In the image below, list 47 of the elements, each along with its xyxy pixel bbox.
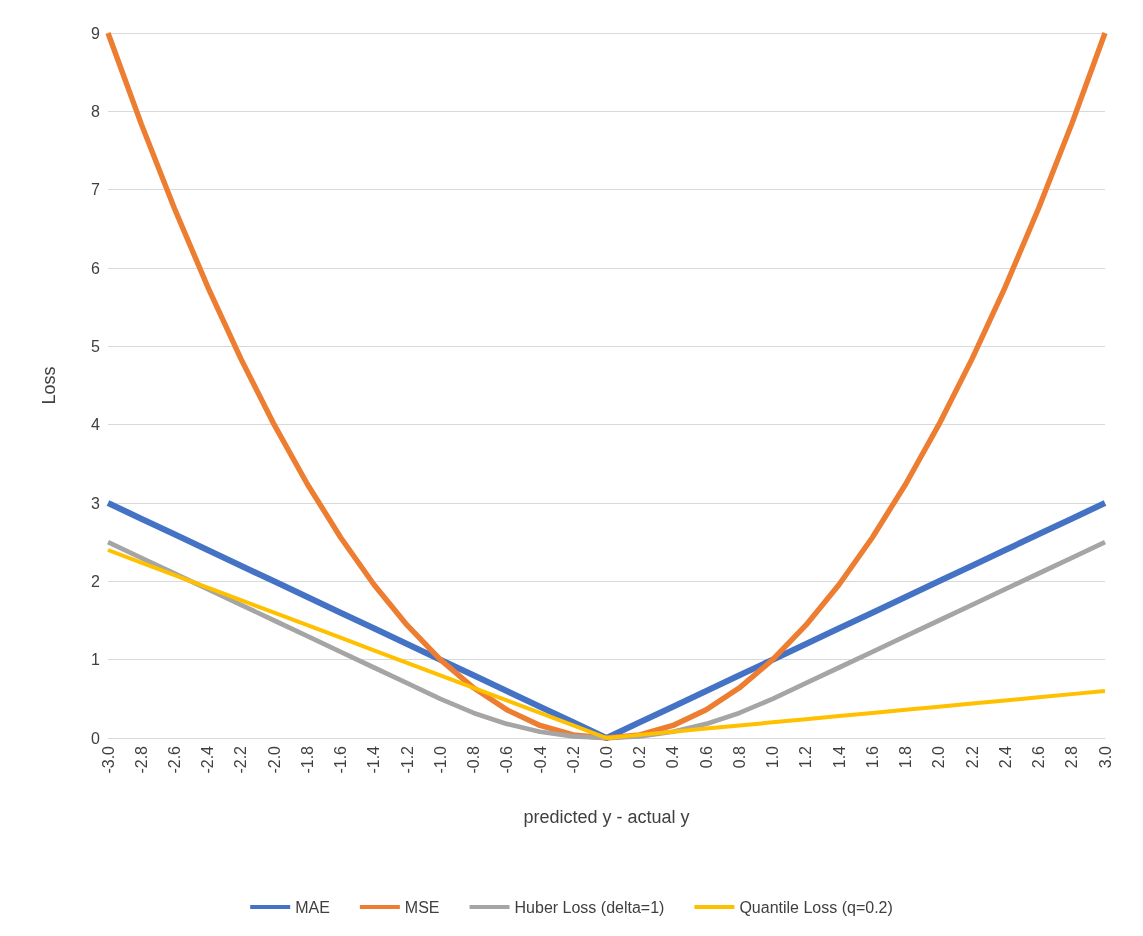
y-tick-label: 2 xyxy=(91,572,101,590)
x-tick-label: -2.8 xyxy=(132,745,150,774)
x-axis-title: predicted y - actual y xyxy=(523,807,690,827)
x-tick-label: 2.2 xyxy=(963,745,981,769)
legend-label: Quantile Loss (q=0.2) xyxy=(739,898,893,916)
x-tick-label: -0.8 xyxy=(465,745,483,774)
y-axis-title: Loss xyxy=(39,366,59,405)
y-tick-label: 0 xyxy=(91,729,101,747)
x-tick-label: 1.8 xyxy=(897,745,915,769)
x-tick-label: -1.8 xyxy=(298,745,316,774)
x-tick-label: 2.8 xyxy=(1063,745,1081,769)
x-tick-label: 2.0 xyxy=(930,745,948,769)
x-tick-label: -1.4 xyxy=(365,745,383,774)
legend-label: MAE xyxy=(295,898,330,916)
y-tick-label: 9 xyxy=(91,24,101,42)
x-tick-label: -0.2 xyxy=(564,745,582,774)
legend-label: MSE xyxy=(404,898,440,916)
legend-label: Huber Loss (delta=1) xyxy=(514,898,665,916)
x-tick-label: 0.4 xyxy=(664,745,682,769)
x-tick-label: 0.2 xyxy=(631,745,649,769)
x-tick-label: -1.2 xyxy=(398,745,416,774)
y-tick-label: 7 xyxy=(91,181,101,199)
x-tick-label: -2.4 xyxy=(199,745,217,774)
x-tick-label: 1.6 xyxy=(863,745,881,769)
y-tick-label: 6 xyxy=(91,259,101,277)
x-tick-label: -2.6 xyxy=(165,745,183,774)
y-tick-label: 4 xyxy=(91,416,101,434)
x-tick-label: -1.0 xyxy=(431,745,449,774)
x-tick-label: 2.4 xyxy=(996,745,1014,769)
y-tick-label: 5 xyxy=(91,337,101,355)
x-tick-label: -0.6 xyxy=(498,745,516,774)
x-tick-label: -0.4 xyxy=(531,745,549,774)
x-tick-label: 0.6 xyxy=(697,745,715,769)
x-tick-label: 0.8 xyxy=(730,745,748,769)
x-tick-label: -3.0 xyxy=(99,745,117,774)
x-tick-label: -1.6 xyxy=(332,745,350,774)
y-tick-label: 8 xyxy=(91,102,101,120)
x-tick-label: 1.2 xyxy=(797,745,815,769)
x-tick-label: 1.4 xyxy=(830,745,848,769)
x-tick-label: 3.0 xyxy=(1096,745,1114,769)
x-tick-label: -2.2 xyxy=(232,745,250,774)
x-tick-label: 1.0 xyxy=(764,745,782,769)
x-tick-label: 0.0 xyxy=(598,745,615,769)
y-tick-label: 3 xyxy=(91,494,101,512)
y-tick-label: 1 xyxy=(91,651,101,669)
x-tick-label: -2.0 xyxy=(265,745,283,774)
x-tick-label: 2.6 xyxy=(1030,745,1048,769)
